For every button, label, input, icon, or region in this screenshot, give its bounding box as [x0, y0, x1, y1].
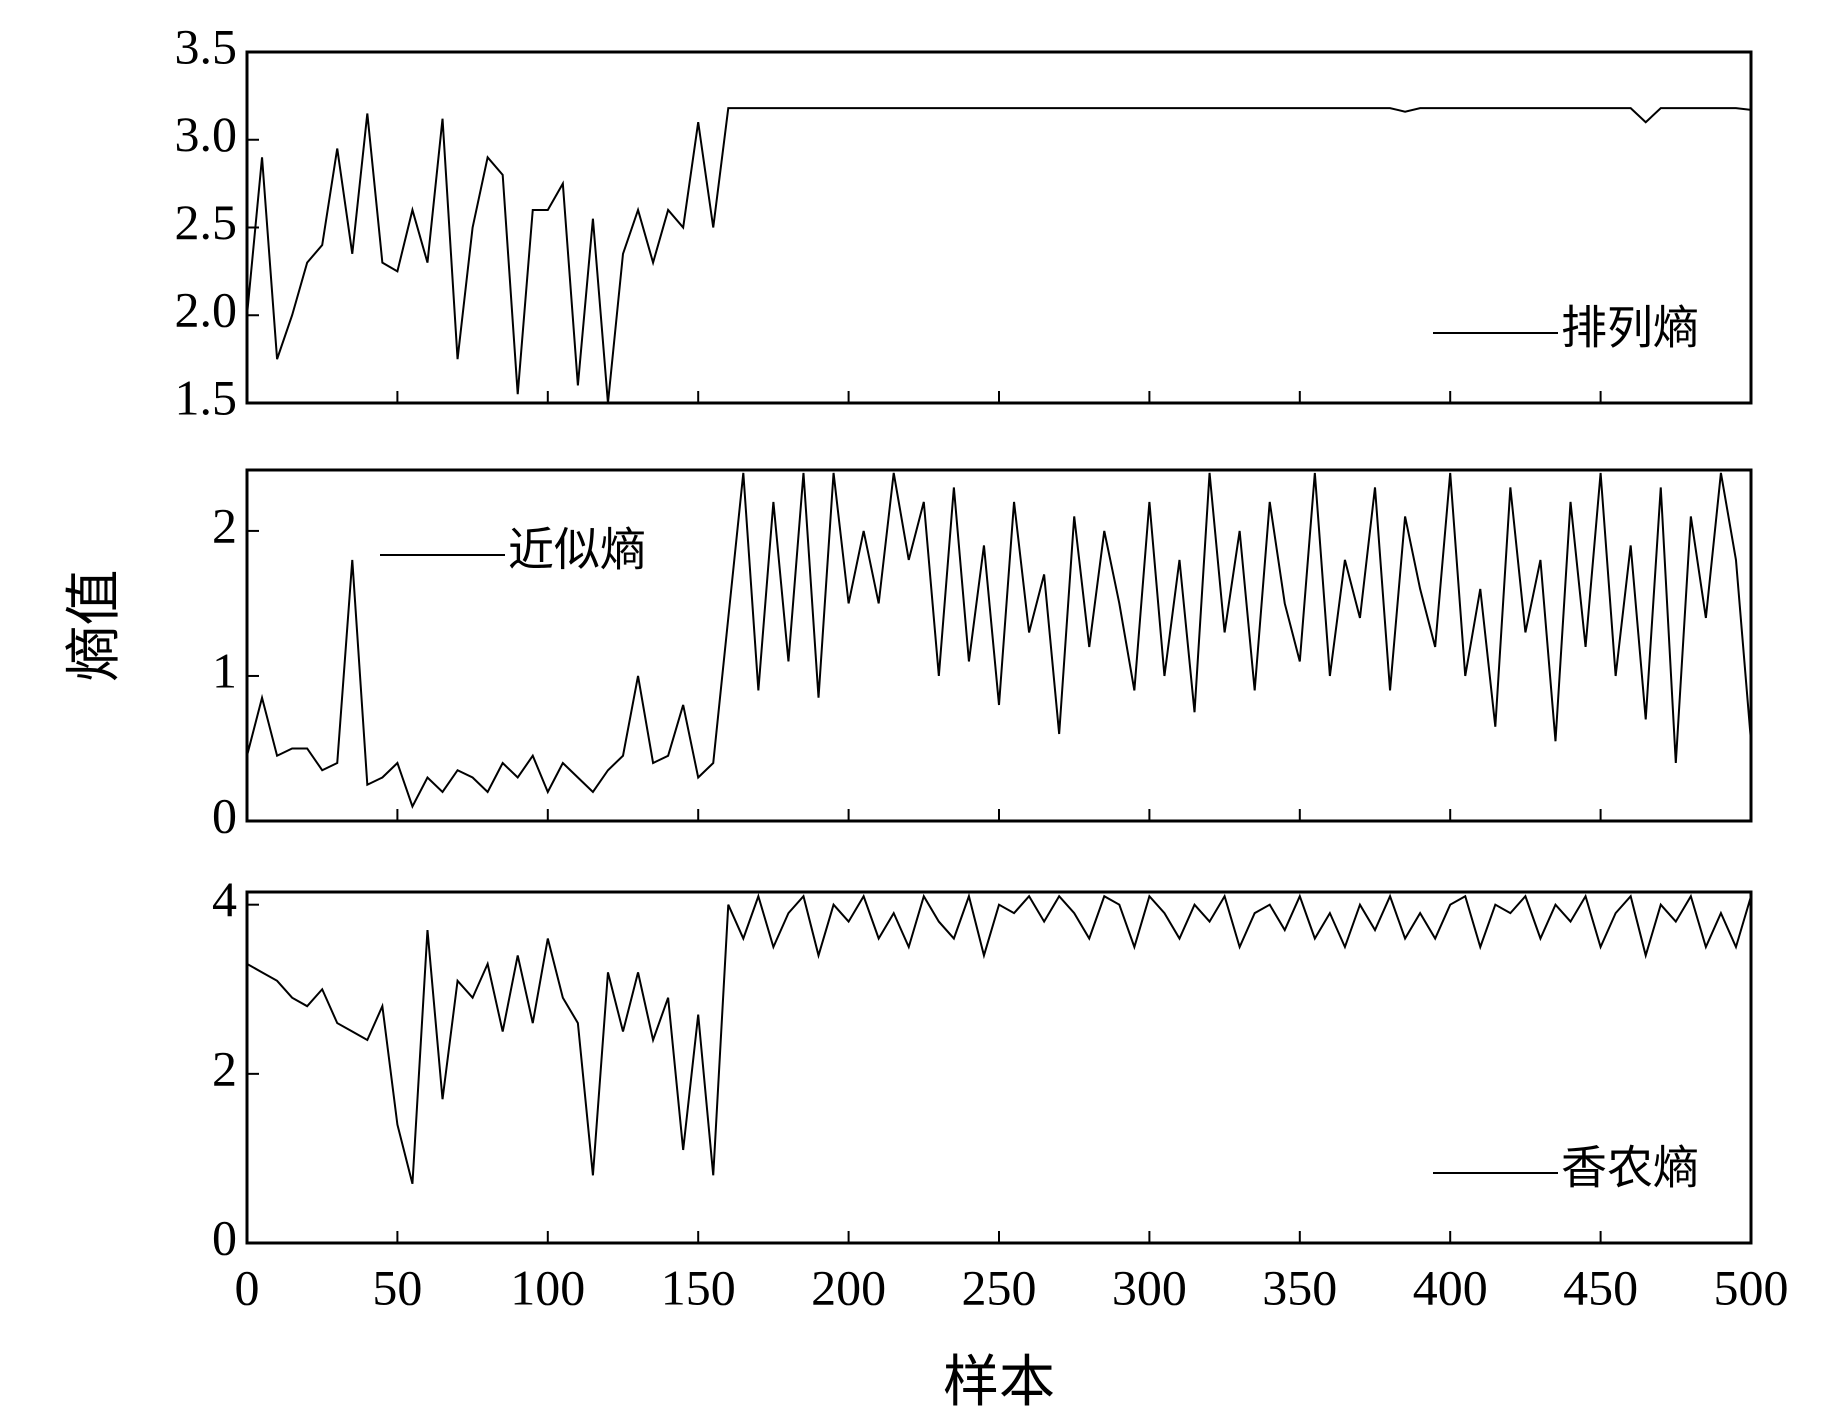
y-tick-label: 0 [212, 787, 237, 843]
x-tick-label: 350 [1262, 1259, 1337, 1315]
series-line [247, 892, 1751, 1185]
series-line [247, 472, 1751, 810]
x-tick-label: 400 [1413, 1259, 1488, 1315]
legend-label: 排列熵 [1561, 303, 1699, 354]
y-tick-label: 4 [212, 871, 237, 927]
x-tick-label: 250 [962, 1259, 1037, 1315]
x-tick-label: 100 [510, 1259, 585, 1315]
x-tick-label: 450 [1563, 1259, 1638, 1315]
x-tick-label: 200 [811, 1259, 886, 1315]
y-tick-label: 1.5 [175, 369, 238, 425]
series-line [247, 107, 1751, 403]
y-tick-label: 2.5 [175, 194, 238, 250]
y-tick-label: 3.0 [175, 106, 238, 162]
x-axis-label: 样本 [943, 1352, 1055, 1414]
x-tick-label: 300 [1112, 1259, 1187, 1315]
y-axis-label: 熵值 [64, 570, 126, 682]
y-tick-label: 2.0 [175, 282, 238, 338]
plot-frame [245, 468, 1753, 823]
legend-label: 香农熵 [1561, 1143, 1699, 1194]
legend-label: 近似熵 [508, 525, 646, 576]
plot-frame [245, 890, 1753, 1245]
y-tick-label: 1 [212, 642, 237, 698]
y-tick-label: 2 [212, 1040, 237, 1096]
y-tick-label: 3.5 [175, 18, 238, 74]
x-tick-label: 0 [235, 1259, 260, 1315]
x-tick-label: 50 [372, 1259, 422, 1315]
y-tick-label: 2 [212, 497, 237, 553]
y-tick-label: 0 [212, 1209, 237, 1265]
x-tick-label: 500 [1714, 1259, 1789, 1315]
x-tick-label: 150 [661, 1259, 736, 1315]
